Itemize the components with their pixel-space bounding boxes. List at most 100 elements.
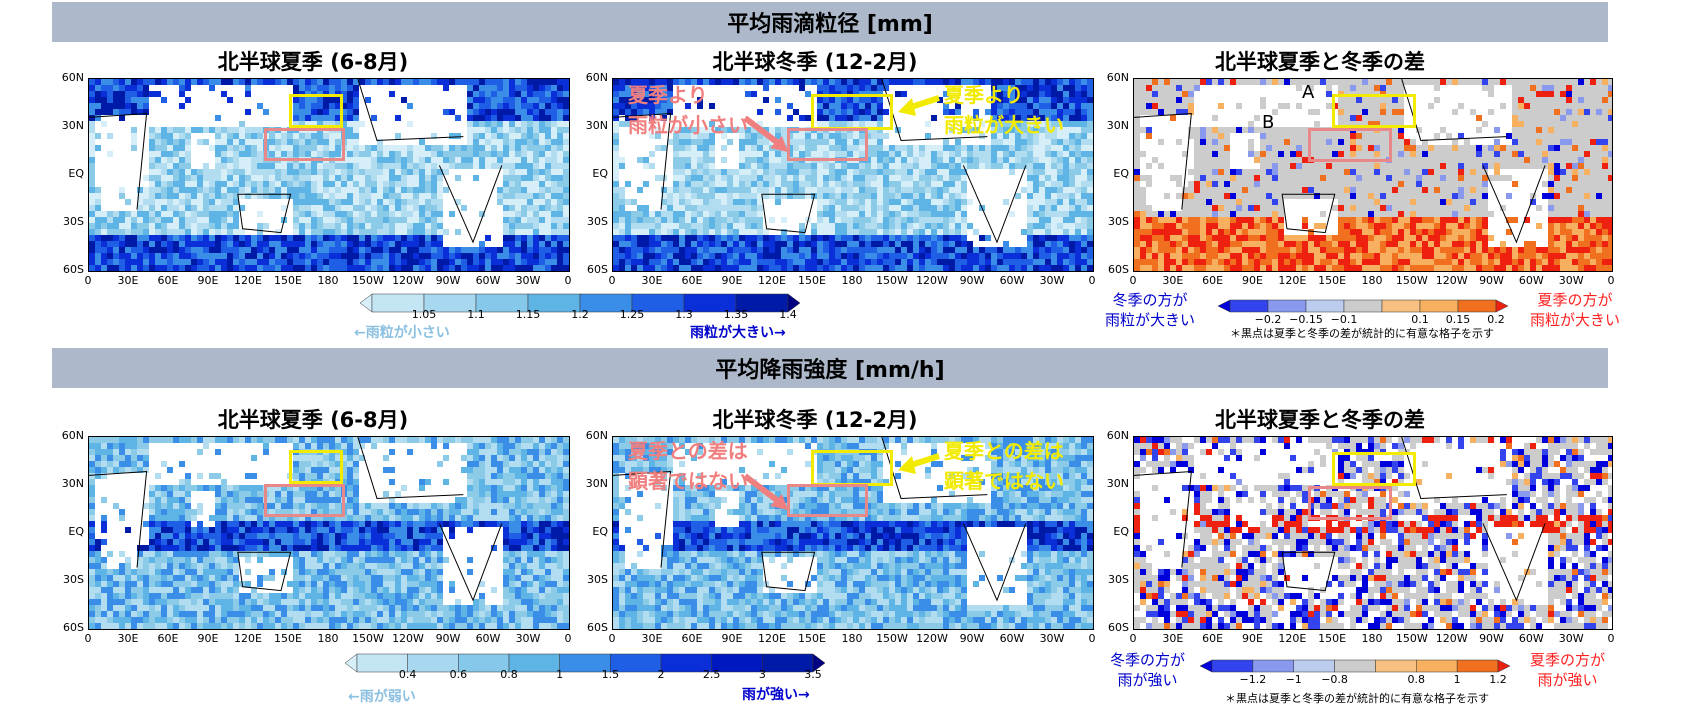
lat-tick-label: EQ — [592, 525, 608, 538]
annotation-left-bottom: 顕著ではない — [628, 469, 748, 493]
lon-tick-label: 60W — [999, 274, 1025, 287]
lat-tick-label: 30S — [63, 573, 84, 586]
arrow-yellow-icon — [898, 95, 940, 116]
lon-tick-label: 90E — [197, 632, 219, 645]
annotation-right-bottom: 顕著ではない — [944, 469, 1064, 493]
map-drop-diff — [1133, 78, 1613, 272]
lat-tick-label: 60N — [585, 71, 608, 84]
colorbar-ticks: 1.05 1.1 1.15 1.2 1.25 1.3 1.35 1.4 — [360, 308, 800, 322]
lon-tick-label: 0 — [1088, 274, 1096, 287]
lon-tick-label: 30W — [515, 274, 541, 287]
lat-tick-label: 30S — [1108, 573, 1129, 586]
lat-tick-label: 60S — [587, 263, 608, 276]
region-box-a — [1332, 94, 1416, 128]
lon-tick-label: 90W — [1479, 632, 1504, 645]
colorbar-ticks: 0.4 0.6 0.8 1 1.5 2 2.5 3 3.5 — [345, 668, 825, 682]
lat-tick-label: 30N — [1106, 477, 1129, 490]
section-title-drop-size: 平均雨滴粒径 [mm] — [52, 2, 1608, 42]
lon-tick-label: 30E — [117, 274, 139, 287]
lat-tick-label: 60S — [63, 621, 84, 634]
panel-title-winter: 北半球冬季 (12-2月) — [712, 50, 918, 74]
region-box-b — [264, 128, 345, 161]
lat-tick-label: 30N — [585, 119, 608, 132]
lon-tick-label: 120W — [1435, 632, 1468, 645]
diff-right-label: 夏季の方が 雨粒が大きい — [1530, 291, 1621, 329]
lon-tick-label: 60E — [157, 274, 179, 287]
significance-note: ＊黒点は夏季と冬季の差が統計的に有意な格子を示す — [1230, 327, 1494, 340]
panel-title-winter: 北半球冬季 (12-2月) — [712, 408, 918, 432]
lon-tick-label: 60E — [1202, 632, 1224, 645]
region-box-b — [1308, 128, 1392, 162]
annotation-left-top: 夏季との差は — [628, 439, 748, 463]
lon-tick-label: 30E — [1162, 632, 1184, 645]
lon-tick-label: 150W — [352, 632, 384, 645]
lon-tick-label: 0 — [564, 274, 572, 287]
panel-title-diff: 北半球夏季と冬季の差 — [1215, 408, 1425, 432]
lat-tick-label: 30S — [587, 573, 608, 586]
annotation-smaller-bottom: 雨粒が小さい — [628, 113, 748, 137]
annotation-larger-bottom: 雨粒が大きい — [944, 113, 1064, 137]
lon-tick-label: 180 — [1361, 274, 1383, 287]
lon-tick-label: 90W — [435, 632, 461, 645]
colorbar-tick-label: 1.4 — [779, 308, 797, 321]
lon-tick-label: 120E — [758, 632, 786, 645]
section-title-rain-rate: 平均降雨強度 [mm/h] — [52, 348, 1608, 388]
colorbar-tick-label: 0.8 — [500, 668, 518, 681]
lon-tick-label: 60W — [1518, 274, 1544, 287]
colorbar-tick-label: 1.2 — [571, 308, 589, 321]
diff-right-label: 夏季の方が 雨が強い — [1530, 651, 1606, 689]
lon-tick-label: 0 — [84, 274, 92, 287]
lon-tick-label: 0 — [1129, 274, 1137, 287]
colorbar-tick-label: 2.5 — [702, 668, 721, 681]
lon-tick-label: 120E — [234, 274, 262, 287]
lon-tick-label: 60W — [475, 274, 501, 287]
lon-tick-label: 120E — [1278, 632, 1307, 645]
lat-tick-label: 30N — [61, 477, 84, 490]
lon-tick-label: 0 — [608, 274, 616, 287]
lon-tick-label: 60E — [1202, 274, 1224, 287]
region-box-b — [787, 128, 868, 161]
diff-left-label: 冬季の方が 雨粒が大きい — [1105, 291, 1196, 329]
map-rain-diff — [1133, 436, 1613, 630]
lat-tick-label: 60N — [1106, 71, 1129, 84]
colorbar-left-note: ←雨粒が小さい — [354, 325, 450, 341]
colorbar-tick-label: −1 — [1285, 673, 1302, 686]
arrow-pink-icon — [743, 473, 788, 510]
colorbar-rain-diff — [1200, 659, 1510, 673]
lon-tick-label: 90E — [1242, 274, 1263, 287]
lat-tick-label: 30S — [1108, 215, 1129, 228]
lon-tick-label: 0 — [1607, 632, 1615, 645]
lon-tick-label: 90E — [197, 274, 219, 287]
colorbar-right-note: 雨が強い→ — [742, 687, 810, 703]
lon-tick-label: 180 — [317, 632, 339, 645]
box-label-b: B — [1262, 112, 1275, 133]
lat-tick-label: 30S — [63, 215, 84, 228]
lon-tick-label: 180 — [317, 274, 339, 287]
lon-tick-label: 60W — [1518, 632, 1544, 645]
lon-tick-label: 0 — [608, 632, 616, 645]
region-box-b — [787, 484, 868, 517]
lon-tick-label: 150W — [1395, 632, 1428, 645]
lon-tick-label: 90E — [721, 274, 743, 287]
colorbar-tick-label: 1.2 — [1489, 673, 1507, 686]
lat-tick-label: 60S — [1108, 263, 1129, 276]
lon-tick-label: 90W — [1479, 274, 1504, 287]
colorbar-tick-label: 0.4 — [398, 668, 417, 681]
lon-tick-label: 60E — [681, 632, 703, 645]
lon-tick-label: 60E — [157, 632, 179, 645]
lat-tick-label: 60N — [61, 71, 84, 84]
box-label-a: A — [1302, 82, 1315, 103]
panel-title-summer: 北半球夏季 (6-8月) — [217, 50, 409, 74]
colorbar-right-note: 雨粒が大きい→ — [690, 325, 786, 341]
colorbar-left-note: ←雨が弱い — [348, 689, 416, 705]
lon-tick-label: 0 — [1607, 274, 1615, 287]
colorbar-diff-ticks: −0.2 −0.15 −0.1 0.1 0.15 0.2 — [1218, 313, 1508, 327]
region-box-a — [289, 450, 343, 484]
map-rain-winter — [612, 436, 1094, 630]
map-drop-summer — [88, 78, 570, 272]
lon-tick-label: 150W — [1395, 274, 1428, 287]
lat-tick-label: EQ — [592, 167, 608, 180]
colorbar-tick-label: 0.2 — [1487, 313, 1505, 326]
lon-tick-label: 120W — [392, 632, 424, 645]
lon-tick-label: 150W — [876, 632, 908, 645]
